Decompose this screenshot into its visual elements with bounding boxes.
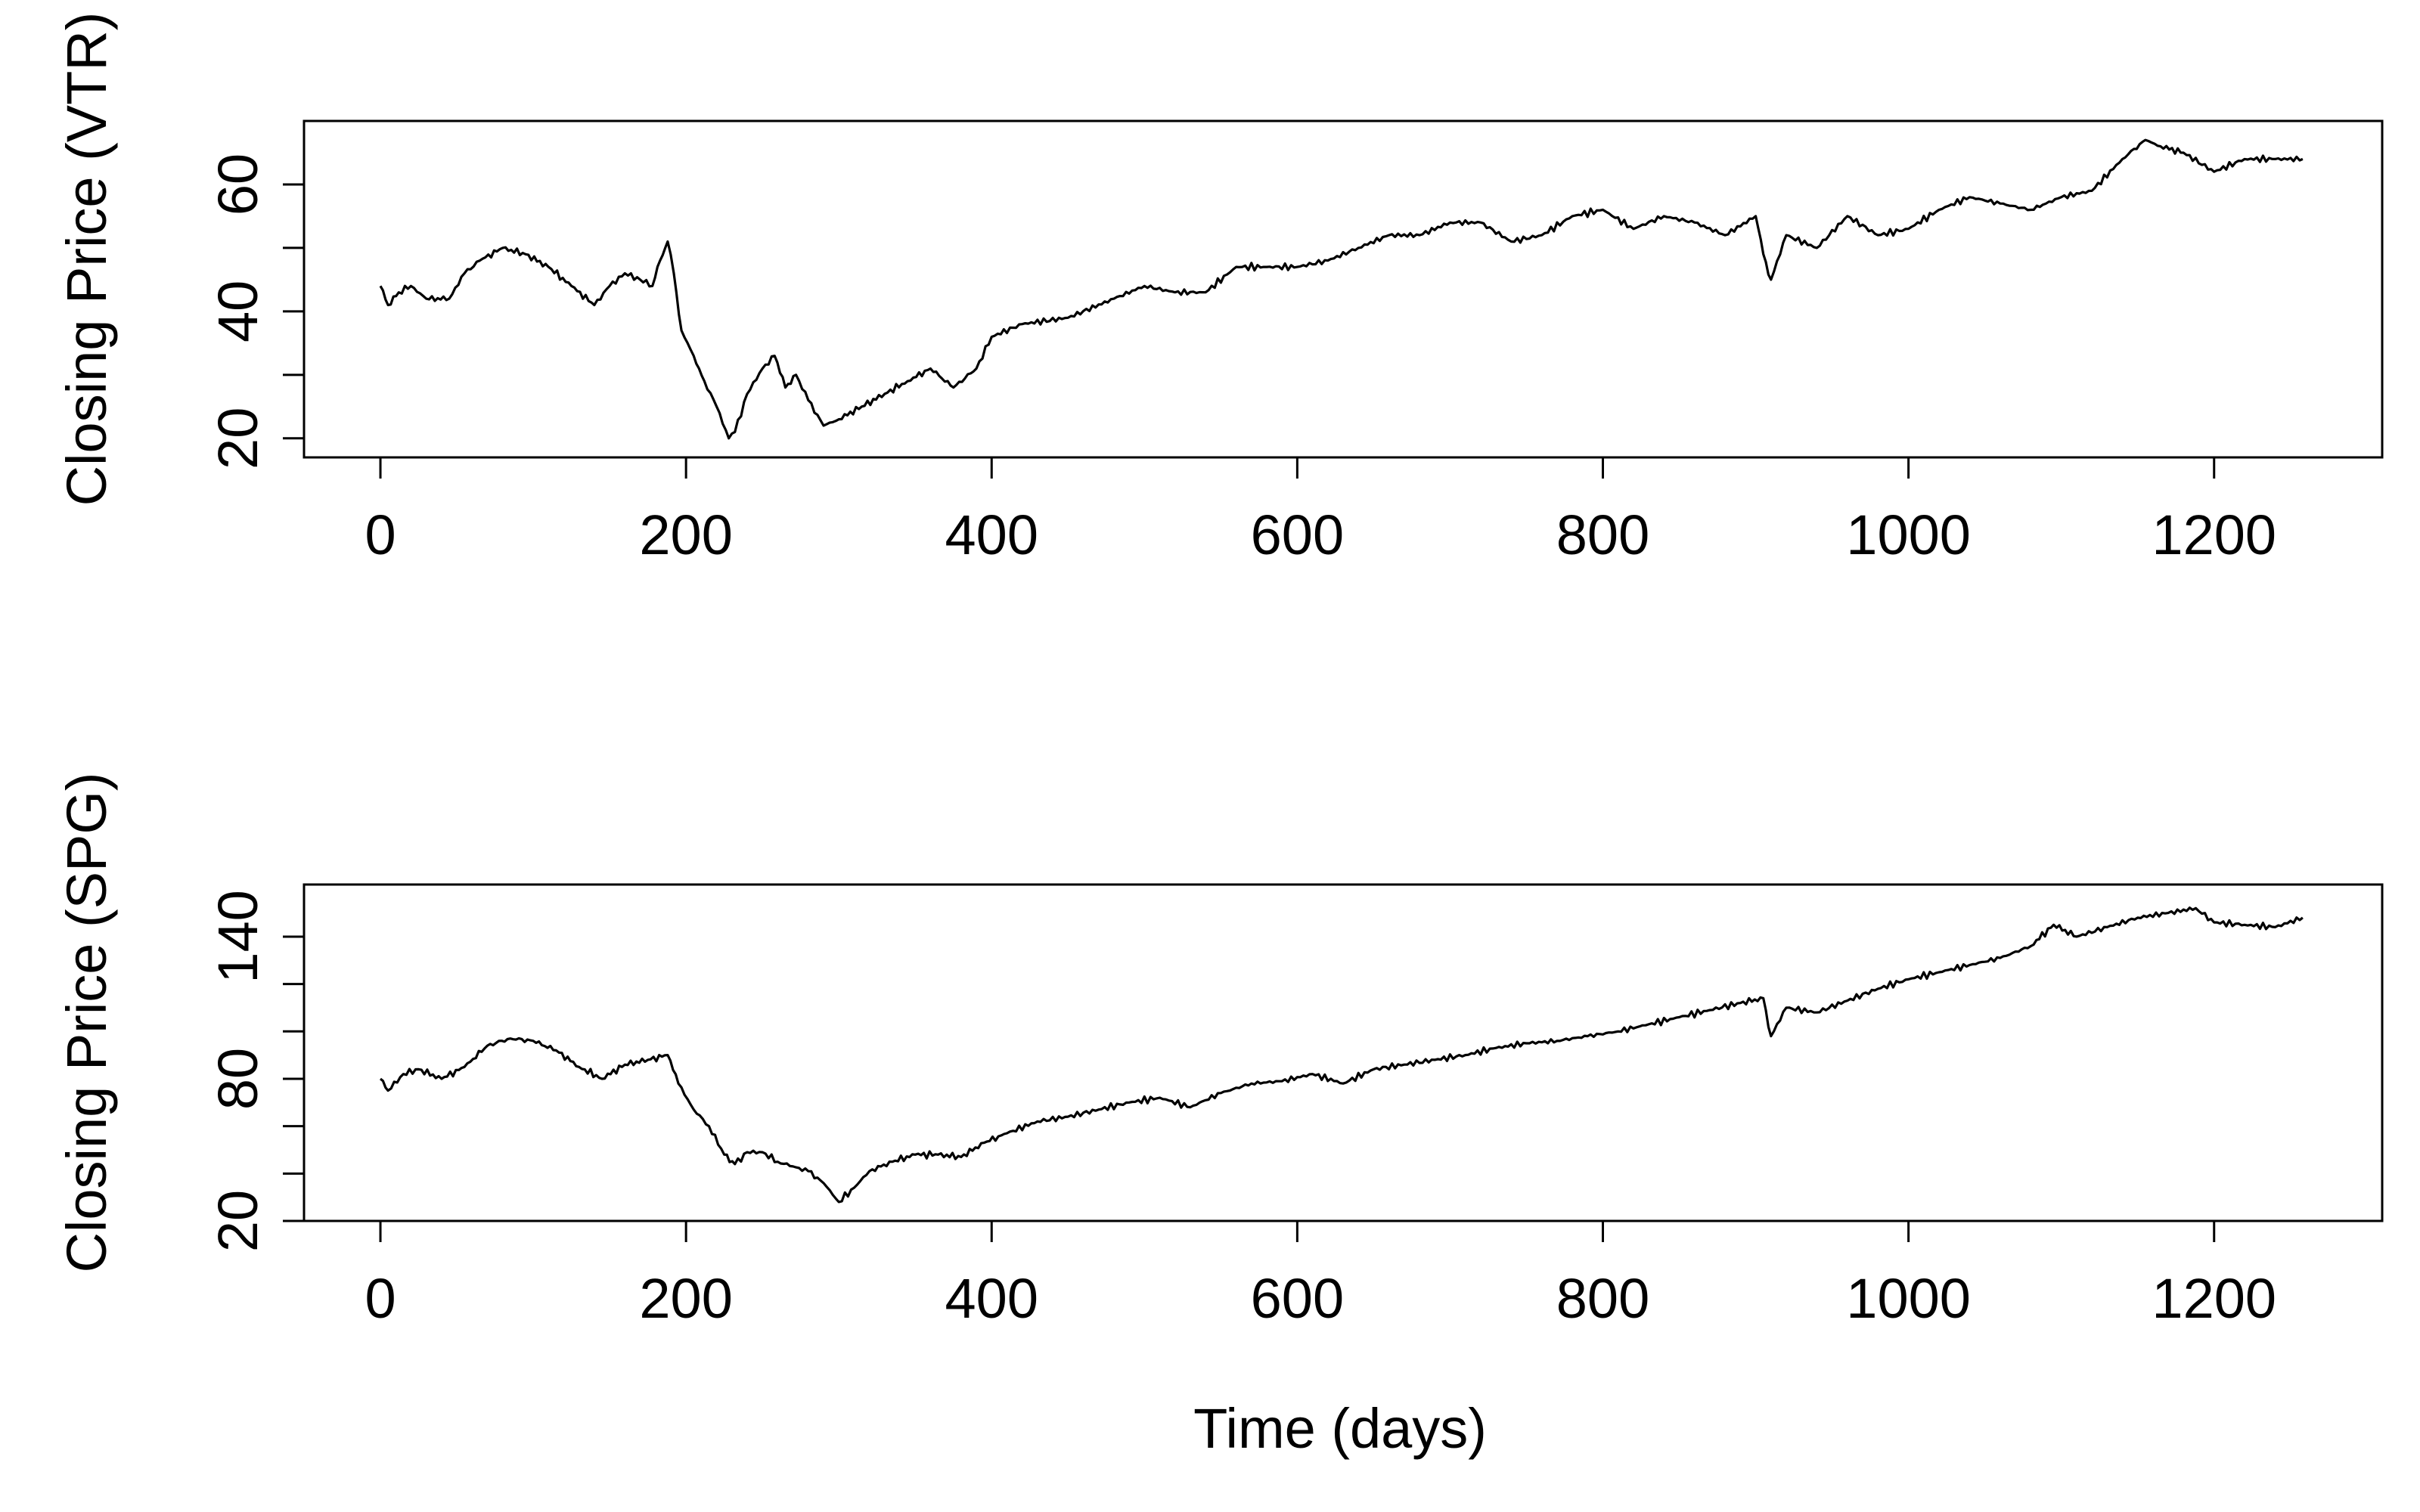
x-tick-label: 1000 xyxy=(1846,503,1971,566)
plot-frame xyxy=(302,883,2384,1222)
y-tick-label: 60 xyxy=(206,153,269,215)
x-tick-label: 200 xyxy=(639,1267,732,1330)
x-tick-label: 1200 xyxy=(2152,503,2276,566)
y-tick-label: 140 xyxy=(206,890,269,983)
series-line-1 xyxy=(380,906,2304,1204)
x-tick-label: 200 xyxy=(639,503,732,566)
panel-1: 0 200 400 600 800 1000 1200 20 40 60 Closing Price… xyxy=(55,12,2384,566)
series-line-1 xyxy=(379,138,2304,440)
y-tick-label: 80 xyxy=(206,1048,269,1110)
plot-frame xyxy=(302,119,2384,459)
x-tick-label: 0 xyxy=(365,503,396,566)
x-axis-title: Time (days) xyxy=(1193,1397,1487,1460)
x-tick-label: 400 xyxy=(945,503,1038,566)
x-tick-label: 400 xyxy=(945,1267,1038,1330)
y-tick-label: 20 xyxy=(206,407,269,469)
x-tick-label: 1200 xyxy=(2152,1267,2276,1330)
x-tick-label: 600 xyxy=(1251,1267,1344,1330)
panel-2: 0 200 400 600 800 1000 1200 20 80 140 Closing Pric… xyxy=(55,772,2384,1460)
y-axis-title: Closing Price (VTR) xyxy=(55,12,118,507)
y-tick-label: 20 xyxy=(206,1190,269,1252)
x-tick-label: 0 xyxy=(365,1267,396,1330)
x-tick-label: 800 xyxy=(1556,503,1649,566)
x-tick-label: 600 xyxy=(1251,503,1344,566)
y-axis-title: Closing Price (SPG) xyxy=(55,772,118,1272)
x-tick-label: 1000 xyxy=(1846,1267,1971,1330)
x-tick-label: 800 xyxy=(1556,1267,1649,1330)
y-tick-label: 40 xyxy=(206,280,269,342)
